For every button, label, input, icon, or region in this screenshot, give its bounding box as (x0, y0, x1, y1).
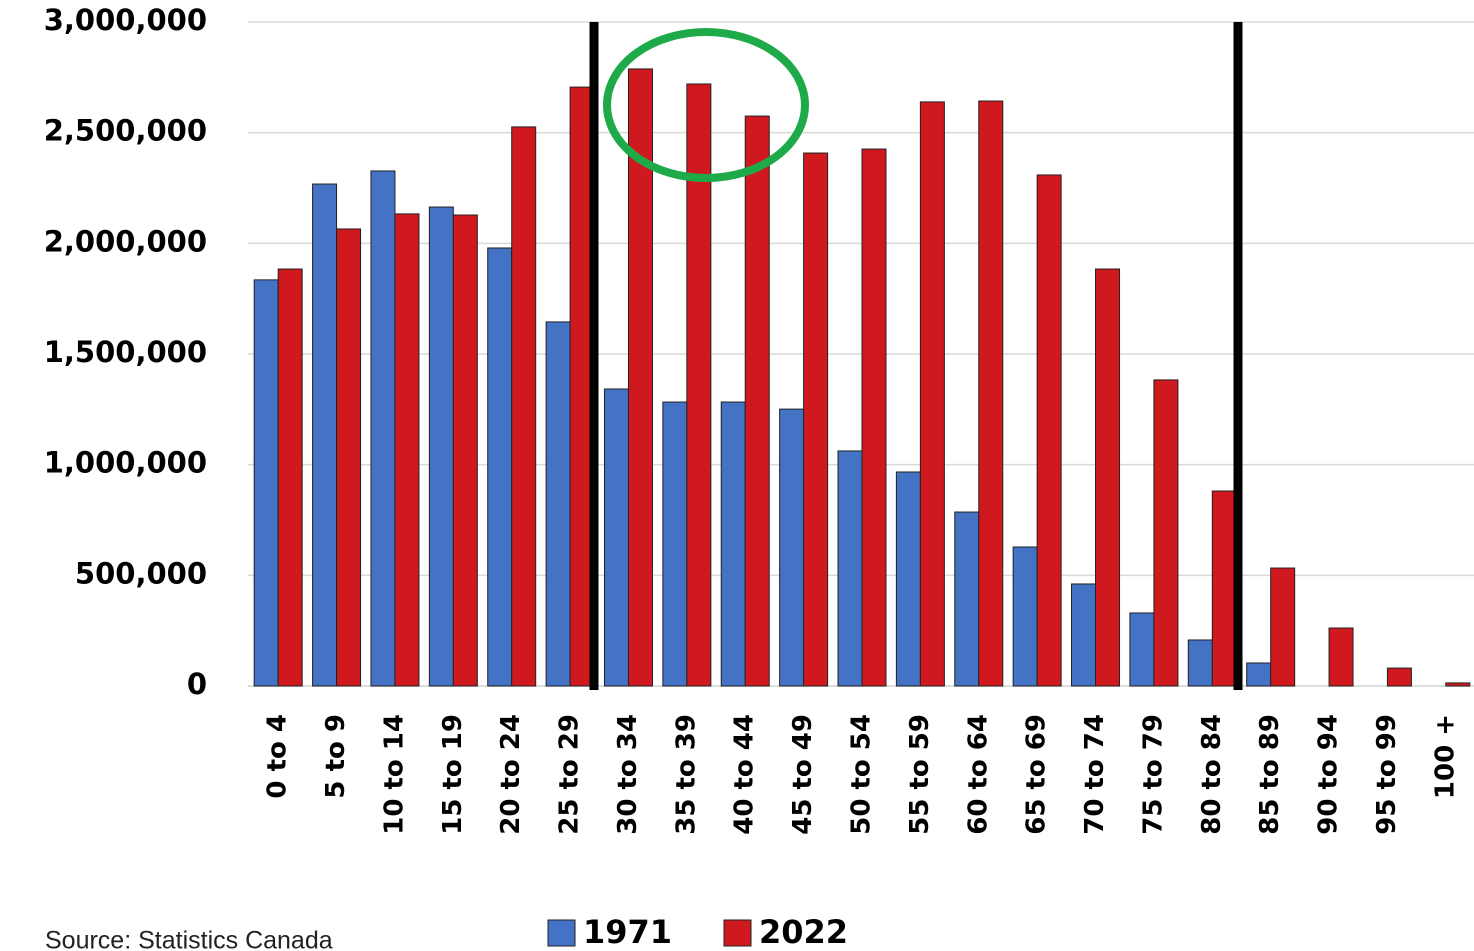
bar (370, 170, 396, 687)
x-tick-label: 20 to 24 (496, 714, 526, 835)
x-tick-label: 65 to 69 (1022, 714, 1052, 835)
y-tick-label: 500,000 (75, 556, 207, 590)
source: Source: Statistics Canada (45, 927, 333, 951)
highlight-ellipse (603, 28, 809, 182)
bar (428, 206, 454, 687)
x-tick-label: 0 to 4 (263, 714, 293, 799)
bar (487, 247, 513, 687)
x-tick-label: 75 to 79 (1138, 714, 1168, 835)
bar (686, 83, 712, 687)
bar (603, 388, 629, 687)
bar (277, 268, 303, 687)
y-tick-label: 1,000,000 (44, 446, 207, 480)
y-tick-label: 1,500,000 (44, 335, 207, 369)
x-tick-label: 35 to 39 (671, 714, 701, 835)
bar (545, 321, 571, 687)
bar (511, 126, 537, 687)
bar (779, 408, 805, 687)
bar (627, 68, 653, 687)
x-tick-label: 95 to 99 (1372, 714, 1402, 835)
x-tick-label: 10 to 14 (379, 714, 409, 835)
bar (837, 450, 863, 687)
x-tick-label: 50 to 54 (847, 714, 877, 835)
bar (1270, 567, 1296, 687)
x-tick-label: 45 to 49 (788, 714, 818, 835)
bar (1187, 639, 1213, 687)
bars: 0 500,000 1,000,000 1,500,000 2,000,000 2,500… (44, 3, 1474, 951)
bar (1386, 667, 1412, 687)
bar (394, 213, 420, 687)
bar (1211, 490, 1237, 687)
y-tick-label: 0 (187, 667, 207, 701)
bar (336, 228, 362, 687)
legend-label: 2022 (759, 913, 848, 951)
legend-swatch (723, 919, 752, 947)
bar (744, 115, 770, 687)
bar (1445, 682, 1471, 687)
x-tick-label: 90 to 94 (1314, 714, 1344, 835)
bar (253, 279, 279, 687)
bar (954, 511, 980, 687)
bar (452, 214, 478, 687)
x-tick-label: 85 to 89 (1255, 714, 1285, 835)
bar (662, 401, 688, 687)
x-tick-label: 15 to 19 (438, 714, 468, 835)
bar (1036, 174, 1062, 687)
y-tick-label: 3,000,000 (44, 3, 207, 37)
bar (1129, 612, 1155, 687)
bar (803, 152, 829, 687)
bar (312, 183, 338, 687)
bar (978, 100, 1004, 687)
bar (1071, 583, 1097, 687)
bar (1246, 662, 1272, 687)
x-tick-label: 30 to 34 (613, 714, 643, 835)
x-tick-label: 55 to 59 (905, 714, 935, 835)
x-tick-label: 5 to 9 (321, 714, 351, 799)
bar (895, 471, 921, 687)
bar (1095, 268, 1121, 687)
x-tick-label: 60 to 64 (963, 714, 993, 835)
x-tick-label: 40 to 44 (730, 714, 760, 835)
bar (1328, 627, 1354, 687)
legend-label: 1971 (583, 913, 672, 951)
legend-swatch (547, 919, 576, 947)
x-tick-label: 70 to 74 (1080, 714, 1110, 835)
bar (861, 148, 887, 687)
y-tick-label: 2,000,000 (44, 224, 207, 258)
bar (919, 101, 945, 687)
x-tick-label: 80 to 84 (1197, 714, 1227, 835)
x-tick-label: 100 + (1430, 714, 1460, 799)
bar (720, 401, 746, 687)
bar (1012, 546, 1038, 687)
bar (1153, 379, 1179, 687)
y-tick-label: 2,500,000 (44, 114, 207, 148)
x-tick-label: 25 to 29 (555, 714, 585, 835)
